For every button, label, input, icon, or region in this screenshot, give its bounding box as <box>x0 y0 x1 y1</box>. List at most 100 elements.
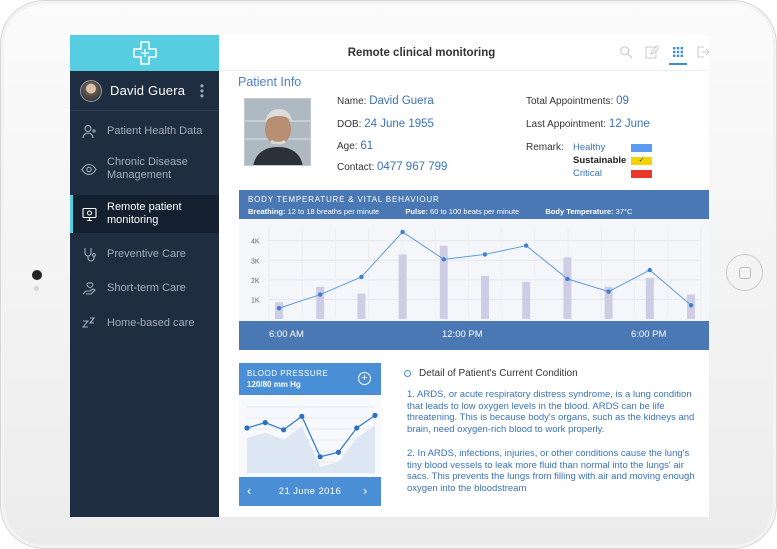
vital-bar <box>398 254 407 319</box>
y-tick-label: 1K <box>251 297 260 304</box>
vitals-chart: 1K 2K 3K 4K <box>251 229 702 319</box>
patient-dob: 24 June 1955 <box>364 118 434 130</box>
breathing-label: Breathing: <box>248 207 286 216</box>
add-reading-icon[interactable]: + <box>358 372 371 385</box>
x-tick: 12:00 PM <box>442 329 483 340</box>
age-label: Age: <box>337 141 358 152</box>
bp-point <box>299 413 305 419</box>
sensor-dot <box>34 286 39 291</box>
detail-heading-text: Detail of Patient's Current Condition <box>419 368 578 379</box>
sidebar-item-chronic-disease[interactable]: Chronic Disease Management <box>70 155 219 183</box>
detail-paragraph-1: 1. ARDS, or acute respiratory distress s… <box>407 389 695 435</box>
bp-point <box>354 425 360 431</box>
bp-point <box>262 420 268 426</box>
sidebar-item-label: Short-term Care <box>107 281 186 294</box>
vital-point <box>482 252 488 257</box>
bp-date: 21 June 2016 <box>278 486 342 497</box>
bp-line <box>246 414 376 458</box>
bp-point <box>317 454 323 460</box>
remark-critical[interactable]: Critical <box>573 167 652 180</box>
home-square-icon <box>739 267 751 279</box>
pulse-value: 60 to 100 beats per minute <box>430 207 520 216</box>
monitor-icon <box>81 206 97 222</box>
bp-area <box>247 425 375 473</box>
user-profile[interactable]: David Guera • • • <box>70 71 219 111</box>
remark-sustainable-label: Sustainable <box>573 155 627 166</box>
vital-bar <box>481 275 489 319</box>
sidebar-item-remote-monitoring[interactable]: Remote patient monitoring <box>70 195 219 233</box>
sidebar-item-short-term-care[interactable]: Short-term Care <box>70 277 219 299</box>
sidebar-item-home-based-care[interactable]: Home-based care <box>70 312 219 334</box>
last-appointment-value: 12 June <box>608 118 650 130</box>
bp-point <box>372 412 378 418</box>
bullet-circle-icon <box>404 370 411 377</box>
bp-point <box>244 425 250 431</box>
sleep-zz-icon <box>81 315 97 331</box>
vital-bar <box>522 281 531 319</box>
patient-age: 61 <box>360 140 374 152</box>
bp-point <box>335 449 342 455</box>
patient-contact: 0477 967 799 <box>377 161 448 173</box>
vital-bar <box>275 302 283 319</box>
search-icon[interactable] <box>619 45 633 59</box>
blood-pressure-header: BLOOD PRESSURE 120/80 mm Hg + <box>239 363 381 395</box>
vital-bar <box>439 245 448 319</box>
x-tick: 6:00 PM <box>631 329 667 340</box>
y-tick-label: 3K <box>251 258 260 265</box>
avatar <box>80 79 102 102</box>
next-date-button[interactable]: › <box>363 483 368 498</box>
name-label: Name: <box>337 96 367 107</box>
sidebar-item-label: Chronic Disease Management <box>107 156 188 181</box>
vital-bar <box>563 257 572 319</box>
grid-icon[interactable] <box>671 45 685 59</box>
bp-point <box>280 427 287 433</box>
vital-point <box>276 306 282 311</box>
remark-label: Remark: <box>526 142 564 153</box>
bp-title: BLOOD PRESSURE <box>247 369 329 378</box>
bp-value: 120/80 mm Hg <box>247 380 301 389</box>
vitals-chart-panel: BODY TEMPERATURE & VITAL BEHAVIOUR Breat… <box>239 190 709 350</box>
more-options-icon[interactable]: • • • <box>199 79 205 103</box>
app-screen: David Guera • • • Patient Health Data Chro… <box>70 35 709 517</box>
remark-healthy[interactable]: Healthy <box>573 141 652 154</box>
vital-point <box>318 292 323 297</box>
y-tick-label: 2K <box>251 278 260 285</box>
home-button[interactable] <box>726 254 763 291</box>
total-appointments-value: 09 <box>616 95 629 107</box>
edit-icon[interactable] <box>645 45 659 59</box>
vital-point <box>647 267 652 273</box>
detail-paragraph-2: 2. In ARDS, infections, injuries, or oth… <box>407 448 695 494</box>
sidebar-item-patient-health-data[interactable]: Patient Health Data <box>70 120 219 142</box>
app-logo[interactable] <box>70 35 219 71</box>
stethoscope-icon <box>81 246 97 262</box>
vital-bar <box>357 293 366 319</box>
temp-value: 37°C <box>615 207 633 216</box>
medical-cross-logo-icon <box>132 41 157 65</box>
vitals-chart-header: BODY TEMPERATURE & VITAL BEHAVIOUR Breat… <box>239 190 709 219</box>
x-tick: 6:00 AM <box>269 329 304 340</box>
contact-label: Contact: <box>337 162 375 173</box>
dob-label: DOB: <box>337 119 362 130</box>
vital-point <box>441 257 446 262</box>
total-appointments-row: Total Appointments: 09 <box>526 95 629 107</box>
age-row: Age: 61 <box>337 140 373 152</box>
sidebar-item-preventive-care[interactable]: Preventive Care <box>70 243 219 265</box>
vital-point <box>359 274 364 280</box>
remark-healthy-label: Healthy <box>573 142 606 153</box>
dob-row: DOB: 24 June 1955 <box>337 118 434 130</box>
remark-sustainable[interactable]: Sustainable ✓ <box>573 154 652 167</box>
healthy-swatch <box>631 143 652 152</box>
check-icon: ✓ <box>631 156 652 165</box>
sidebar: David Guera • • • Patient Health Data Chro… <box>70 35 219 517</box>
y-tick-label: 4K <box>251 239 260 246</box>
vitals-chart-title: BODY TEMPERATURE & VITAL BEHAVIOUR <box>248 195 440 204</box>
logout-icon[interactable] <box>696 45 709 59</box>
date-navigator: ‹ 21 June 2016 › <box>239 477 381 506</box>
last-appointment-label: Last Appointment: <box>526 119 607 130</box>
hand-care-icon <box>81 280 97 296</box>
remark-legend: Healthy Sustainable ✓ Critical <box>573 141 652 180</box>
critical-swatch <box>631 169 652 178</box>
total-appointments-label: Total Appointments: <box>526 96 614 107</box>
prev-date-button[interactable]: ‹ <box>247 483 252 498</box>
